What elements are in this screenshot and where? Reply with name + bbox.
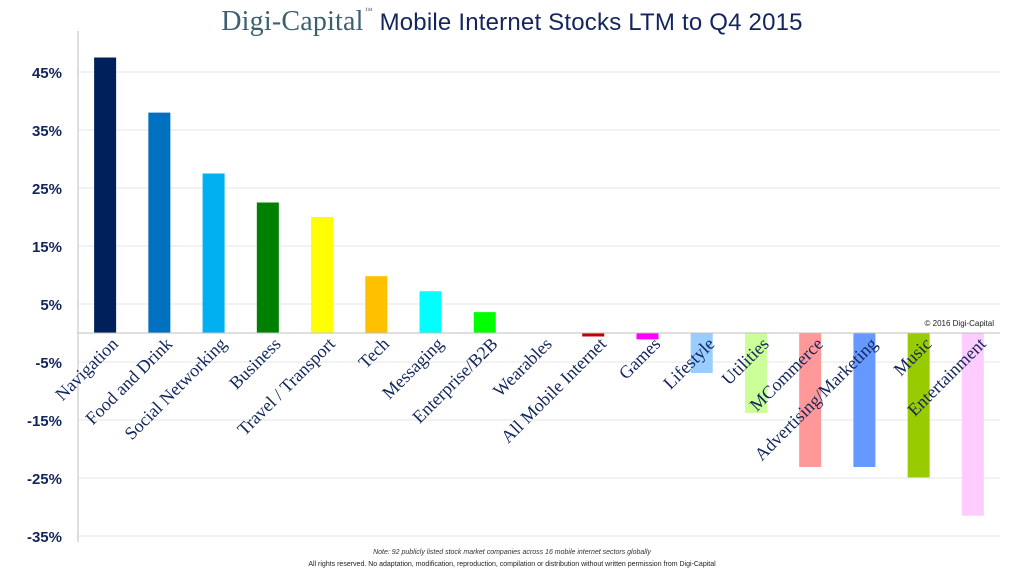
x-category-label: Tech — [354, 334, 393, 373]
bar-advertising-marketing — [853, 333, 876, 467]
x-category-label: Social Networking — [120, 334, 230, 444]
brand-logo: Digi-Capital™ — [221, 6, 372, 37]
chart-title-text: Mobile Internet Stocks LTM to Q4 2015 — [379, 9, 803, 36]
bar-messaging — [419, 291, 442, 333]
x-category-label: Travel / Transport — [233, 334, 339, 440]
y-tick-label: 5% — [40, 297, 62, 314]
bar-lifestyle — [690, 333, 713, 374]
bar-social-networking — [202, 173, 225, 333]
y-tick-label: 45% — [32, 65, 62, 82]
y-tick-label: -35% — [27, 529, 62, 546]
bar-food-and-drink — [148, 112, 171, 333]
footnote: Note: 92 publicly listed stock market co… — [373, 549, 651, 556]
rights-notice: All rights reserved. No adaptation, modi… — [308, 561, 716, 568]
x-category-label: Games — [615, 334, 664, 383]
bar-games — [636, 333, 659, 340]
bar-tech — [365, 276, 388, 333]
brand-trademark: ™ — [364, 6, 373, 15]
bar-navigation — [94, 57, 117, 333]
bar-business — [256, 202, 279, 333]
y-tick-label: 35% — [32, 123, 62, 140]
bar-utilities — [744, 333, 767, 414]
y-tick-label: -25% — [27, 471, 62, 488]
y-tick-label: 25% — [32, 181, 62, 198]
bar-travel-transport — [311, 217, 334, 333]
bar-music — [907, 333, 930, 478]
y-tick-label: -15% — [27, 413, 62, 430]
bar-enterprise-b2b — [473, 312, 496, 333]
x-category-label: All Mobile Internet — [497, 334, 610, 447]
bar-all-mobile-internet — [582, 333, 605, 337]
bar-entertainment — [961, 333, 984, 516]
brand-name: Digi-Capital — [221, 6, 364, 37]
y-tick-label: -5% — [35, 355, 62, 372]
chart-title: Digi-Capital™ Mobile Internet Stocks LTM… — [0, 6, 1024, 38]
gridlines — [78, 71, 1000, 537]
bar-mcommerce — [799, 333, 822, 467]
y-tick-labels: -35% -25% -15% -5% 5% 15% 25% 35% 45% — [27, 65, 62, 546]
bars — [94, 57, 984, 516]
y-tick-label: 15% — [32, 239, 62, 256]
copyright-notice: © 2016 Digi-Capital — [924, 319, 994, 328]
axes — [77, 31, 1000, 542]
